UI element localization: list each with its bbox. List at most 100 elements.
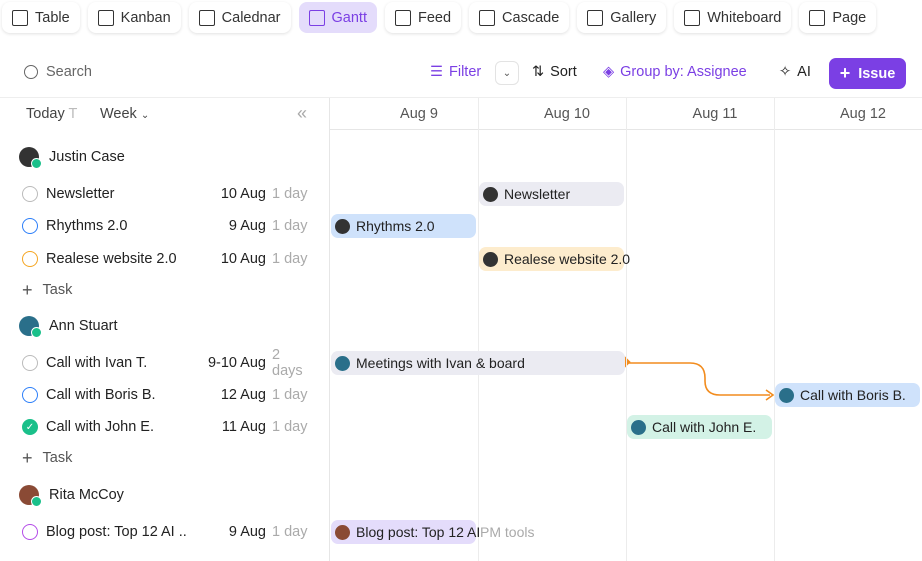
view-tabs: Table Kanban Calednar Gantt Feed Cascade Galle… <box>2 2 877 33</box>
today-shortcut: T <box>68 106 78 122</box>
avatar <box>19 485 42 507</box>
calendar-icon <box>198 9 215 26</box>
magic-wand-icon: ✧ <box>779 64 792 80</box>
tab-gantt[interactable]: Gantt <box>298 2 377 33</box>
tab-label: Whiteboard <box>707 9 782 26</box>
task-name: Rhythms 2.0 <box>46 218 128 234</box>
avatar <box>19 316 42 338</box>
gantt-bar[interactable]: Call with John E. <box>627 415 772 439</box>
task-name: Call with Ivan T. <box>46 355 148 371</box>
bar-label: Blog post: Top 12 AI <box>356 524 481 540</box>
toolbar: Search ☰ Filter ⌄ ⇅ Sort ◈ Group by: Assign… <box>0 58 922 90</box>
search-icon <box>24 65 38 79</box>
tab-label: Cascade <box>502 9 560 26</box>
sort-button[interactable]: ⇅ Sort <box>532 64 577 80</box>
gantt-bar[interactable]: Call with Boris B. <box>775 383 920 407</box>
tab-calednar[interactable]: Calednar <box>188 2 291 33</box>
task-row[interactable]: Call with Boris B. 12 Aug 1 day <box>0 383 330 407</box>
search-placeholder: Search <box>46 64 92 80</box>
tab-gallery[interactable]: Gallery <box>577 2 667 33</box>
gantt-bar[interactable]: Newsletter <box>479 182 624 206</box>
avatar <box>335 355 350 371</box>
gantt-icon <box>308 9 325 26</box>
group-by-label: Group by: Assignee <box>620 64 747 80</box>
task-name: Newsletter <box>46 186 115 202</box>
day-header: Aug 9 <box>400 106 438 122</box>
status-icon[interactable] <box>22 218 38 234</box>
day-header: Aug 10 <box>544 106 590 122</box>
bar-label: Realese website 2.0 <box>504 251 631 267</box>
task-row[interactable]: ✓ Call with John E. 11 Aug 1 day <box>0 415 330 439</box>
status-icon[interactable] <box>22 251 38 267</box>
task-date: 9 Aug <box>228 218 266 234</box>
assignee-name: Rita McCoy <box>49 487 124 503</box>
status-icon[interactable] <box>22 524 38 540</box>
task-date: 9-10 Aug <box>207 355 266 371</box>
group-header[interactable]: Justin Case <box>0 145 330 169</box>
task-date: 12 Aug <box>220 387 266 403</box>
filter-button[interactable]: ☰ Filter <box>430 64 481 80</box>
task-duration: 1 day <box>272 387 308 403</box>
task-row[interactable]: Rhythms 2.0 9 Aug 1 day <box>0 214 330 238</box>
avatar <box>483 186 498 202</box>
status-icon[interactable] <box>22 387 38 403</box>
bar-label: Call with Boris B. <box>800 387 906 403</box>
tab-whiteboard[interactable]: Whiteboard <box>674 2 792 33</box>
task-duration: 2 days <box>272 347 303 379</box>
search-input[interactable]: Search <box>24 64 92 80</box>
tab-page[interactable]: Page <box>799 2 877 33</box>
task-row[interactable]: Blog post: Top 12 AI ... 9 Aug 1 day <box>0 520 330 544</box>
collapse-panel-icon[interactable]: « <box>297 103 308 123</box>
bar-label: Meetings with Ivan & board <box>356 355 525 371</box>
task-list: Today T Week ⌄ « Justin Case Newsletter 10… <box>0 98 330 561</box>
gantt-bar[interactable]: Realese website 2.0 <box>479 247 630 271</box>
status-icon[interactable]: ✓ <box>22 419 38 435</box>
filter-dropdown-button[interactable]: ⌄ <box>495 61 519 85</box>
ai-label: AI <box>797 64 811 80</box>
task-row[interactable]: Realese website 2.0 10 Aug 1 day <box>0 247 330 271</box>
gantt-bar[interactable]: Meetings with Ivan & board <box>331 351 625 375</box>
tab-feed[interactable]: Feed <box>384 2 462 33</box>
bar-overflow-label: PM tools <box>480 524 535 540</box>
status-icon[interactable] <box>22 355 38 371</box>
task-name: Call with John E. <box>46 419 154 435</box>
whiteboard-icon <box>684 9 701 26</box>
group-header[interactable]: Rita McCoy <box>0 483 330 507</box>
add-task-button[interactable]: + Task <box>0 446 330 470</box>
status-icon[interactable] <box>22 186 38 202</box>
gantt-bar[interactable]: Rhythms 2.0 <box>331 214 476 238</box>
tab-label: Calednar <box>221 9 281 26</box>
tab-cascade[interactable]: Cascade <box>469 2 570 33</box>
task-row[interactable]: Newsletter 10 Aug 1 day <box>0 182 330 206</box>
tab-table[interactable]: Table <box>2 2 80 33</box>
plus-icon: + <box>22 279 33 300</box>
ai-button[interactable]: ✧ AI <box>779 64 811 80</box>
tab-label: Gantt <box>331 9 367 26</box>
avatar <box>631 419 646 435</box>
task-date: 10 Aug <box>220 186 266 202</box>
add-task-button[interactable]: + Task <box>0 278 330 302</box>
add-issue-button[interactable]: + Issue <box>829 58 906 89</box>
task-date: 10 Aug <box>220 251 266 267</box>
plus-icon: + <box>839 63 851 83</box>
group-header[interactable]: Ann Stuart <box>0 314 330 338</box>
kanban-icon <box>97 9 114 26</box>
task-duration: 1 day <box>272 419 308 435</box>
bar-label: Newsletter <box>504 186 571 202</box>
filter-label: Filter <box>449 64 482 80</box>
sort-label: Sort <box>550 64 577 80</box>
scale-select[interactable]: Week ⌄ <box>100 106 149 122</box>
tab-kanban[interactable]: Kanban <box>87 2 181 33</box>
task-row[interactable]: Call with Ivan T. 9-10 Aug 2 days <box>0 347 330 379</box>
tab-label: Table <box>35 9 70 26</box>
divider <box>0 97 922 98</box>
gallery-icon <box>587 9 604 26</box>
bar-label: Call with John E. <box>652 419 757 435</box>
group-by-button[interactable]: ◈ Group by: Assignee <box>603 64 747 80</box>
today-button[interactable]: Today T <box>26 106 77 122</box>
gantt-bar[interactable]: Blog post: Top 12 AI <box>331 520 480 544</box>
avatar <box>779 387 794 403</box>
tab-label: Gallery <box>610 9 657 26</box>
cascade-icon <box>479 9 496 26</box>
layers-icon: ◈ <box>603 64 615 80</box>
